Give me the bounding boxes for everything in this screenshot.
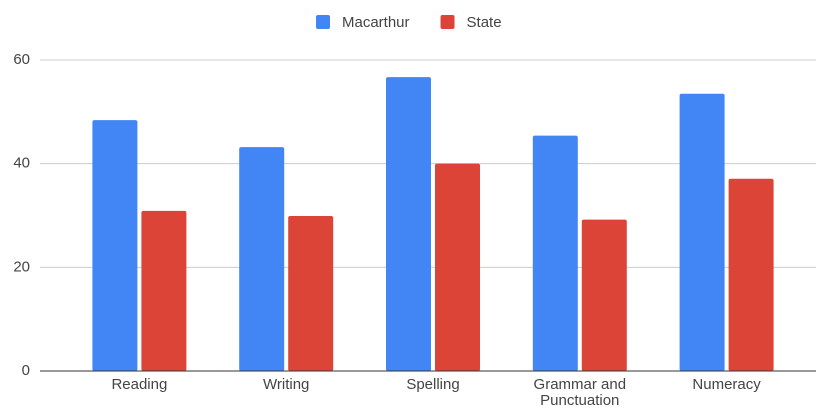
legend-label: Macarthur xyxy=(342,14,410,31)
legend-swatch xyxy=(440,15,455,29)
x-tick-label: Spelling xyxy=(406,376,460,393)
bar xyxy=(239,147,285,371)
legend-label: State xyxy=(467,14,502,31)
bar xyxy=(728,178,774,371)
x-tick-label: Writing xyxy=(262,376,310,393)
x-tick-label: Numeracy xyxy=(692,376,761,393)
bar xyxy=(435,163,480,371)
bar xyxy=(288,216,334,371)
x-tick-label: Reading xyxy=(111,376,168,393)
y-tick-label: 20 xyxy=(13,258,30,275)
bar xyxy=(141,210,187,371)
bar xyxy=(581,219,627,371)
bar xyxy=(679,93,725,372)
bar xyxy=(386,77,431,371)
y-tick-label: 0 xyxy=(22,362,30,379)
legend-swatch xyxy=(316,15,330,29)
x-tick-label: Grammar and Punctuation xyxy=(533,376,627,409)
bar xyxy=(92,120,138,371)
y-tick-label: 40 xyxy=(13,155,30,172)
y-tick-label: 60 xyxy=(13,51,30,68)
bar xyxy=(532,135,578,371)
